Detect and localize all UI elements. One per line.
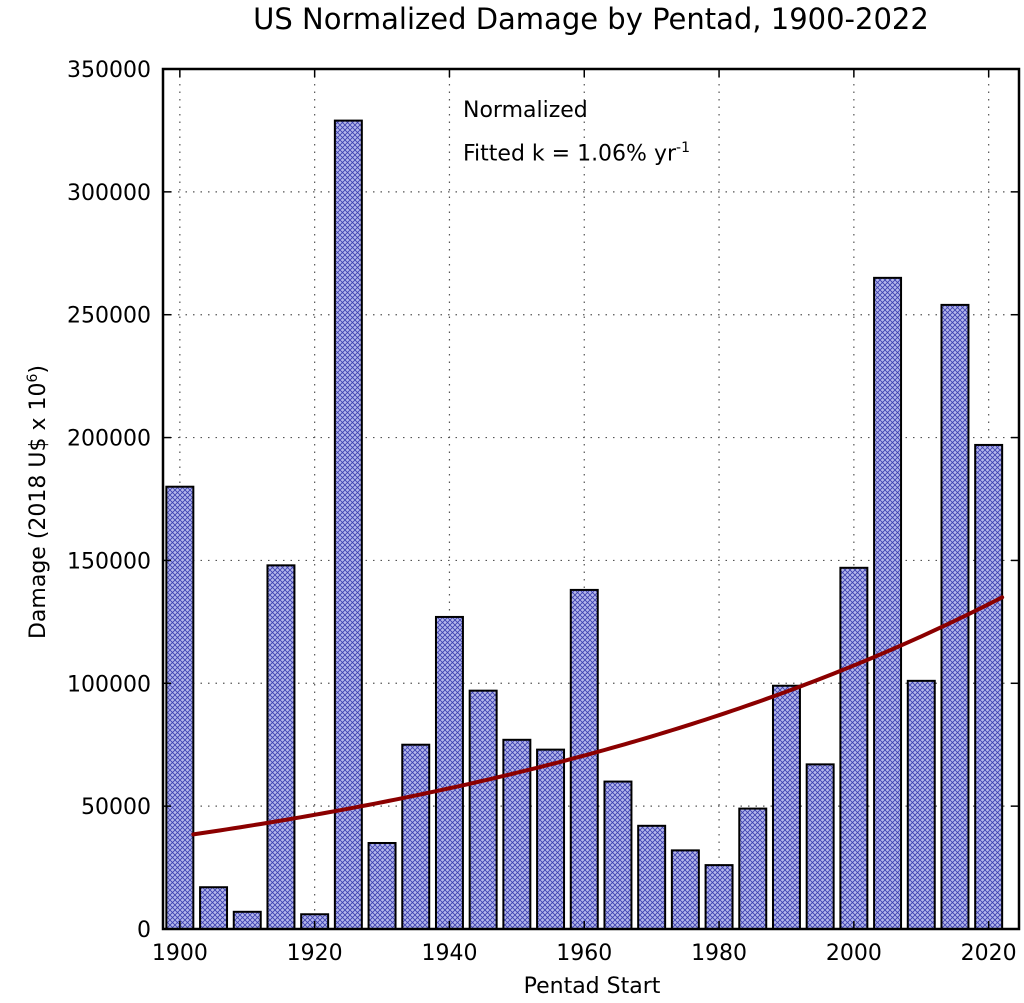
bar-2020 [974, 443, 1004, 930]
bar-1930 [367, 842, 397, 930]
y-tick-label-350000: 350000 [67, 58, 151, 83]
y-tick-label-0: 0 [137, 918, 151, 943]
bar-1935 [401, 743, 431, 931]
x-tick-label-2020: 2020 [961, 941, 1017, 966]
bar-1965 [603, 780, 633, 930]
bar-2000 [839, 566, 869, 930]
bar-1915 [266, 564, 296, 930]
x-tick-label-1960: 1960 [556, 941, 612, 966]
annotation-fitted-k-exponent: -1 [676, 140, 690, 156]
axis-ticks: 1900 1920 1940 1960 1980 2000 2020 0 50000 100000… [67, 58, 1019, 966]
y-axis-label-close: ) [26, 364, 52, 374]
y-tick-label-100000: 100000 [67, 672, 151, 697]
x-axis-label: Pentad Start [523, 974, 661, 999]
bar-1905 [199, 886, 229, 931]
bar-1970 [637, 824, 667, 930]
bars [165, 119, 1004, 931]
bar-1975 [670, 849, 700, 930]
annotation-fitted-k-text: Fitted k = 1.06% yr [463, 141, 677, 167]
y-tick-label-50000: 50000 [81, 795, 151, 820]
x-tick-label-1920: 1920 [287, 941, 343, 966]
x-tick-label-1900: 1900 [152, 941, 208, 966]
bar-1900 [165, 485, 195, 930]
bar-1925 [333, 119, 363, 931]
bar-1910 [232, 910, 262, 930]
y-tick-label-200000: 200000 [67, 427, 151, 452]
bar-1950 [502, 738, 532, 930]
bar-1945 [468, 689, 498, 931]
plot-frame [161, 67, 1021, 931]
bar-1990 [771, 684, 801, 930]
x-tick-label-1940: 1940 [421, 941, 477, 966]
bar-2005 [873, 276, 903, 931]
fit-curve [191, 595, 1005, 837]
bar-2010 [906, 679, 936, 930]
fit-curve-layer [191, 595, 1005, 837]
bar-1995 [805, 763, 835, 930]
y-tick-label-150000: 150000 [67, 549, 151, 574]
chart-title: US Normalized Damage by Pentad, 1900-202… [253, 2, 929, 36]
bar-1980 [704, 864, 734, 930]
bar-1955 [536, 748, 566, 931]
x-tick-label-1980: 1980 [691, 941, 747, 966]
y-axis-label: Damage (2018 U$ x 106) [25, 365, 51, 639]
bar-1940 [434, 615, 464, 930]
y-tick-label-250000: 250000 [67, 304, 151, 329]
x-tick-label-2000: 2000 [826, 941, 882, 966]
annotation-normalized: Normalized [463, 98, 588, 123]
bar-1985 [738, 807, 768, 930]
y-axis-label-text: Damage (2018 U$ x 10 [26, 382, 52, 640]
y-axis-label-exponent: 6 [24, 373, 41, 383]
y-tick-label-300000: 300000 [67, 181, 151, 206]
annotation-fitted-k: Fitted k = 1.06% yr-1 [463, 140, 690, 166]
